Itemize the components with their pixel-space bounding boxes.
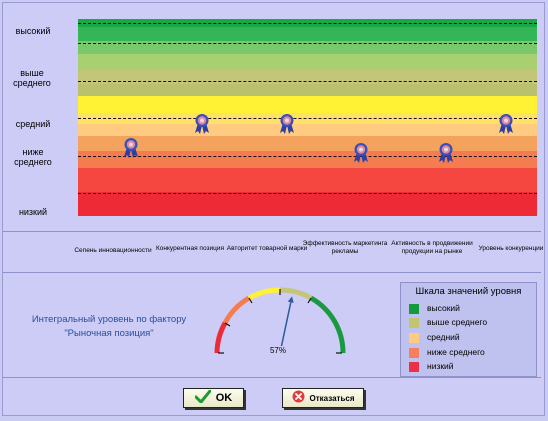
close-icon <box>292 390 305 406</box>
integral-caption: Интегральный уровень по фактору "Рыночна… <box>14 313 204 341</box>
ok-button[interactable]: OK <box>183 388 244 408</box>
level-bands <box>78 19 537 216</box>
level-label-average: средний <box>15 119 51 129</box>
gauge-needle-head <box>287 296 294 303</box>
level-label-low: низкий <box>18 207 48 217</box>
gauge-needle <box>279 302 292 354</box>
rating-ribbon-icon <box>498 113 514 135</box>
rating-ribbon-icon <box>279 113 295 135</box>
criterion-label: Эффективность маркетинга рекламы <box>302 240 388 255</box>
ok-button-label: OK <box>215 392 233 404</box>
band-high-2 <box>78 27 537 41</box>
band-above-1 <box>78 54 537 70</box>
threshold-line <box>78 118 537 119</box>
legend-swatch <box>409 333 419 343</box>
gauge-percent: 57% <box>266 346 290 355</box>
threshold-line <box>78 156 537 157</box>
criterion-label: Активность в продвижении продукции на ры… <box>391 240 473 255</box>
legend-title: Шкала значений уровня <box>415 286 522 297</box>
band-above-2 <box>78 70 537 84</box>
legend-swatch <box>409 348 419 358</box>
band-mid-1 <box>78 96 537 113</box>
criterion-label: Авторитет товарной марки <box>226 245 308 252</box>
gauge-arc <box>214 287 346 354</box>
criterion-label: Конкурентная позиция <box>156 245 224 252</box>
footer-divider <box>3 377 541 378</box>
level-label-below-average: ниже среднего <box>14 147 52 167</box>
legend-label: средний <box>427 332 460 342</box>
legend-label: низкий <box>427 361 454 371</box>
rating-ribbon-icon <box>353 142 369 164</box>
integral-gauge <box>214 287 346 354</box>
legend-swatch <box>409 362 419 372</box>
threshold-line <box>78 43 537 44</box>
legend-swatch <box>409 318 419 328</box>
rating-ribbon-icon <box>438 142 454 164</box>
rating-ribbon-icon <box>123 137 139 159</box>
gauge-ticks <box>218 289 342 354</box>
integral-caption-line2: "Рыночная позиция" <box>64 328 154 339</box>
legend-box: Шкала значений уровня высокий выше средн… <box>400 282 537 377</box>
threshold-line <box>78 193 537 194</box>
level-label-high: высокий <box>15 26 51 36</box>
threshold-line <box>78 81 537 82</box>
criterion-label: Сепень инновационности <box>74 247 152 254</box>
band-low-2 <box>78 192 537 216</box>
band-below-2 <box>78 151 537 168</box>
integral-caption-line1: Интегральный уровень по фактору <box>31 314 187 325</box>
threshold-line <box>78 23 537 24</box>
checkmark-icon <box>194 389 212 406</box>
legend-label: ниже среднего <box>427 347 485 357</box>
level-chart-panel <box>3 3 541 232</box>
level-label-above-average: выше среднего <box>13 68 51 88</box>
criteria-panel <box>3 232 541 273</box>
band-low-1 <box>78 168 537 192</box>
rating-ribbon-icon <box>194 113 210 135</box>
band-above-3 <box>78 84 537 96</box>
band-high-3 <box>78 41 537 54</box>
band-below-1 <box>78 136 537 151</box>
legend-label: высокий <box>427 303 460 313</box>
cancel-button-label: Отказаться <box>309 393 355 403</box>
band-mid-3 <box>78 124 537 136</box>
legend-swatch <box>409 304 419 314</box>
criterion-label: Уровень конкуренции <box>478 245 544 252</box>
cancel-button[interactable]: Отказаться <box>282 388 364 408</box>
legend-label: выше среднего <box>427 317 488 327</box>
